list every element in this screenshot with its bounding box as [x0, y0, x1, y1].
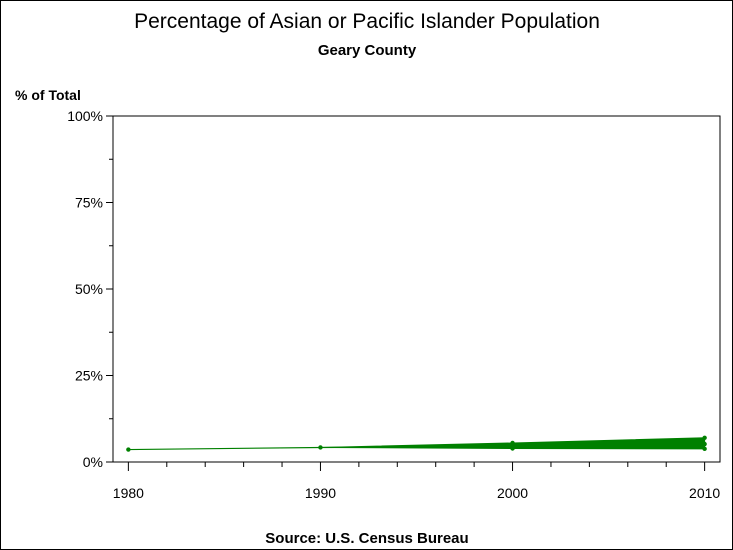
band-point: [510, 440, 515, 446]
y-axis-label: % of Total: [15, 87, 81, 103]
x-tick-label: 2000: [497, 485, 528, 501]
x-tick-label: 2010: [689, 485, 720, 501]
y-tick-label: 75%: [75, 195, 103, 211]
band-point: [702, 446, 707, 452]
x-tick-label: 1990: [305, 485, 336, 501]
chart-title: Percentage of Asian or Pacific Islander …: [134, 10, 600, 33]
y-tick-label: 50%: [75, 281, 103, 297]
data-point: [126, 447, 131, 452]
x-axis: 1980 1990 2000 2010: [113, 462, 720, 501]
y-tick-label: 25%: [75, 368, 103, 384]
series-layer: [126, 435, 707, 452]
series-line: [128, 443, 705, 451]
y-axis: 0% 25% 50% 75% 100%: [67, 108, 113, 470]
source-footnote: Source: U.S. Census Bureau: [265, 530, 468, 547]
data-point: [702, 441, 707, 447]
chart-subtitle: Geary County: [318, 42, 417, 59]
band-point: [702, 435, 707, 440]
y-tick-label: 100%: [67, 108, 103, 124]
plot-area: [112, 115, 721, 463]
x-tick-label: 1980: [113, 485, 144, 501]
data-point: [318, 445, 323, 450]
y-tick-label: 0%: [83, 454, 103, 470]
band-point: [510, 446, 515, 451]
